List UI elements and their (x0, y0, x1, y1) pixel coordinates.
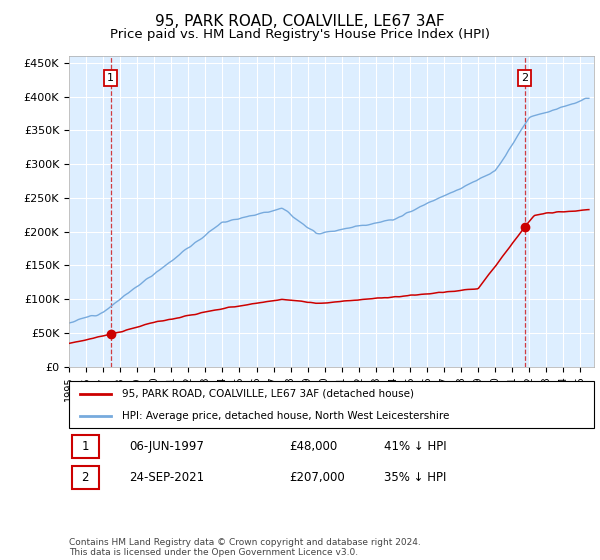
Text: 1: 1 (107, 73, 114, 83)
Text: 24-SEP-2021: 24-SEP-2021 (130, 471, 205, 484)
Text: Price paid vs. HM Land Registry's House Price Index (HPI): Price paid vs. HM Land Registry's House … (110, 28, 490, 41)
Text: £207,000: £207,000 (290, 471, 345, 484)
Text: 2: 2 (82, 471, 89, 484)
Text: £48,000: £48,000 (290, 440, 338, 453)
Bar (71, 466, 99, 489)
Text: 41% ↓ HPI: 41% ↓ HPI (384, 440, 446, 453)
Text: 35% ↓ HPI: 35% ↓ HPI (384, 471, 446, 484)
Text: 2: 2 (521, 73, 528, 83)
Text: 95, PARK ROAD, COALVILLE, LE67 3AF (detached house): 95, PARK ROAD, COALVILLE, LE67 3AF (deta… (121, 389, 413, 399)
Text: 06-JUN-1997: 06-JUN-1997 (130, 440, 204, 453)
Text: 1: 1 (82, 440, 89, 453)
Bar (71, 435, 99, 458)
Text: 95, PARK ROAD, COALVILLE, LE67 3AF: 95, PARK ROAD, COALVILLE, LE67 3AF (155, 14, 445, 29)
Text: Contains HM Land Registry data © Crown copyright and database right 2024.
This d: Contains HM Land Registry data © Crown c… (69, 538, 421, 557)
Text: HPI: Average price, detached house, North West Leicestershire: HPI: Average price, detached house, Nort… (121, 410, 449, 421)
